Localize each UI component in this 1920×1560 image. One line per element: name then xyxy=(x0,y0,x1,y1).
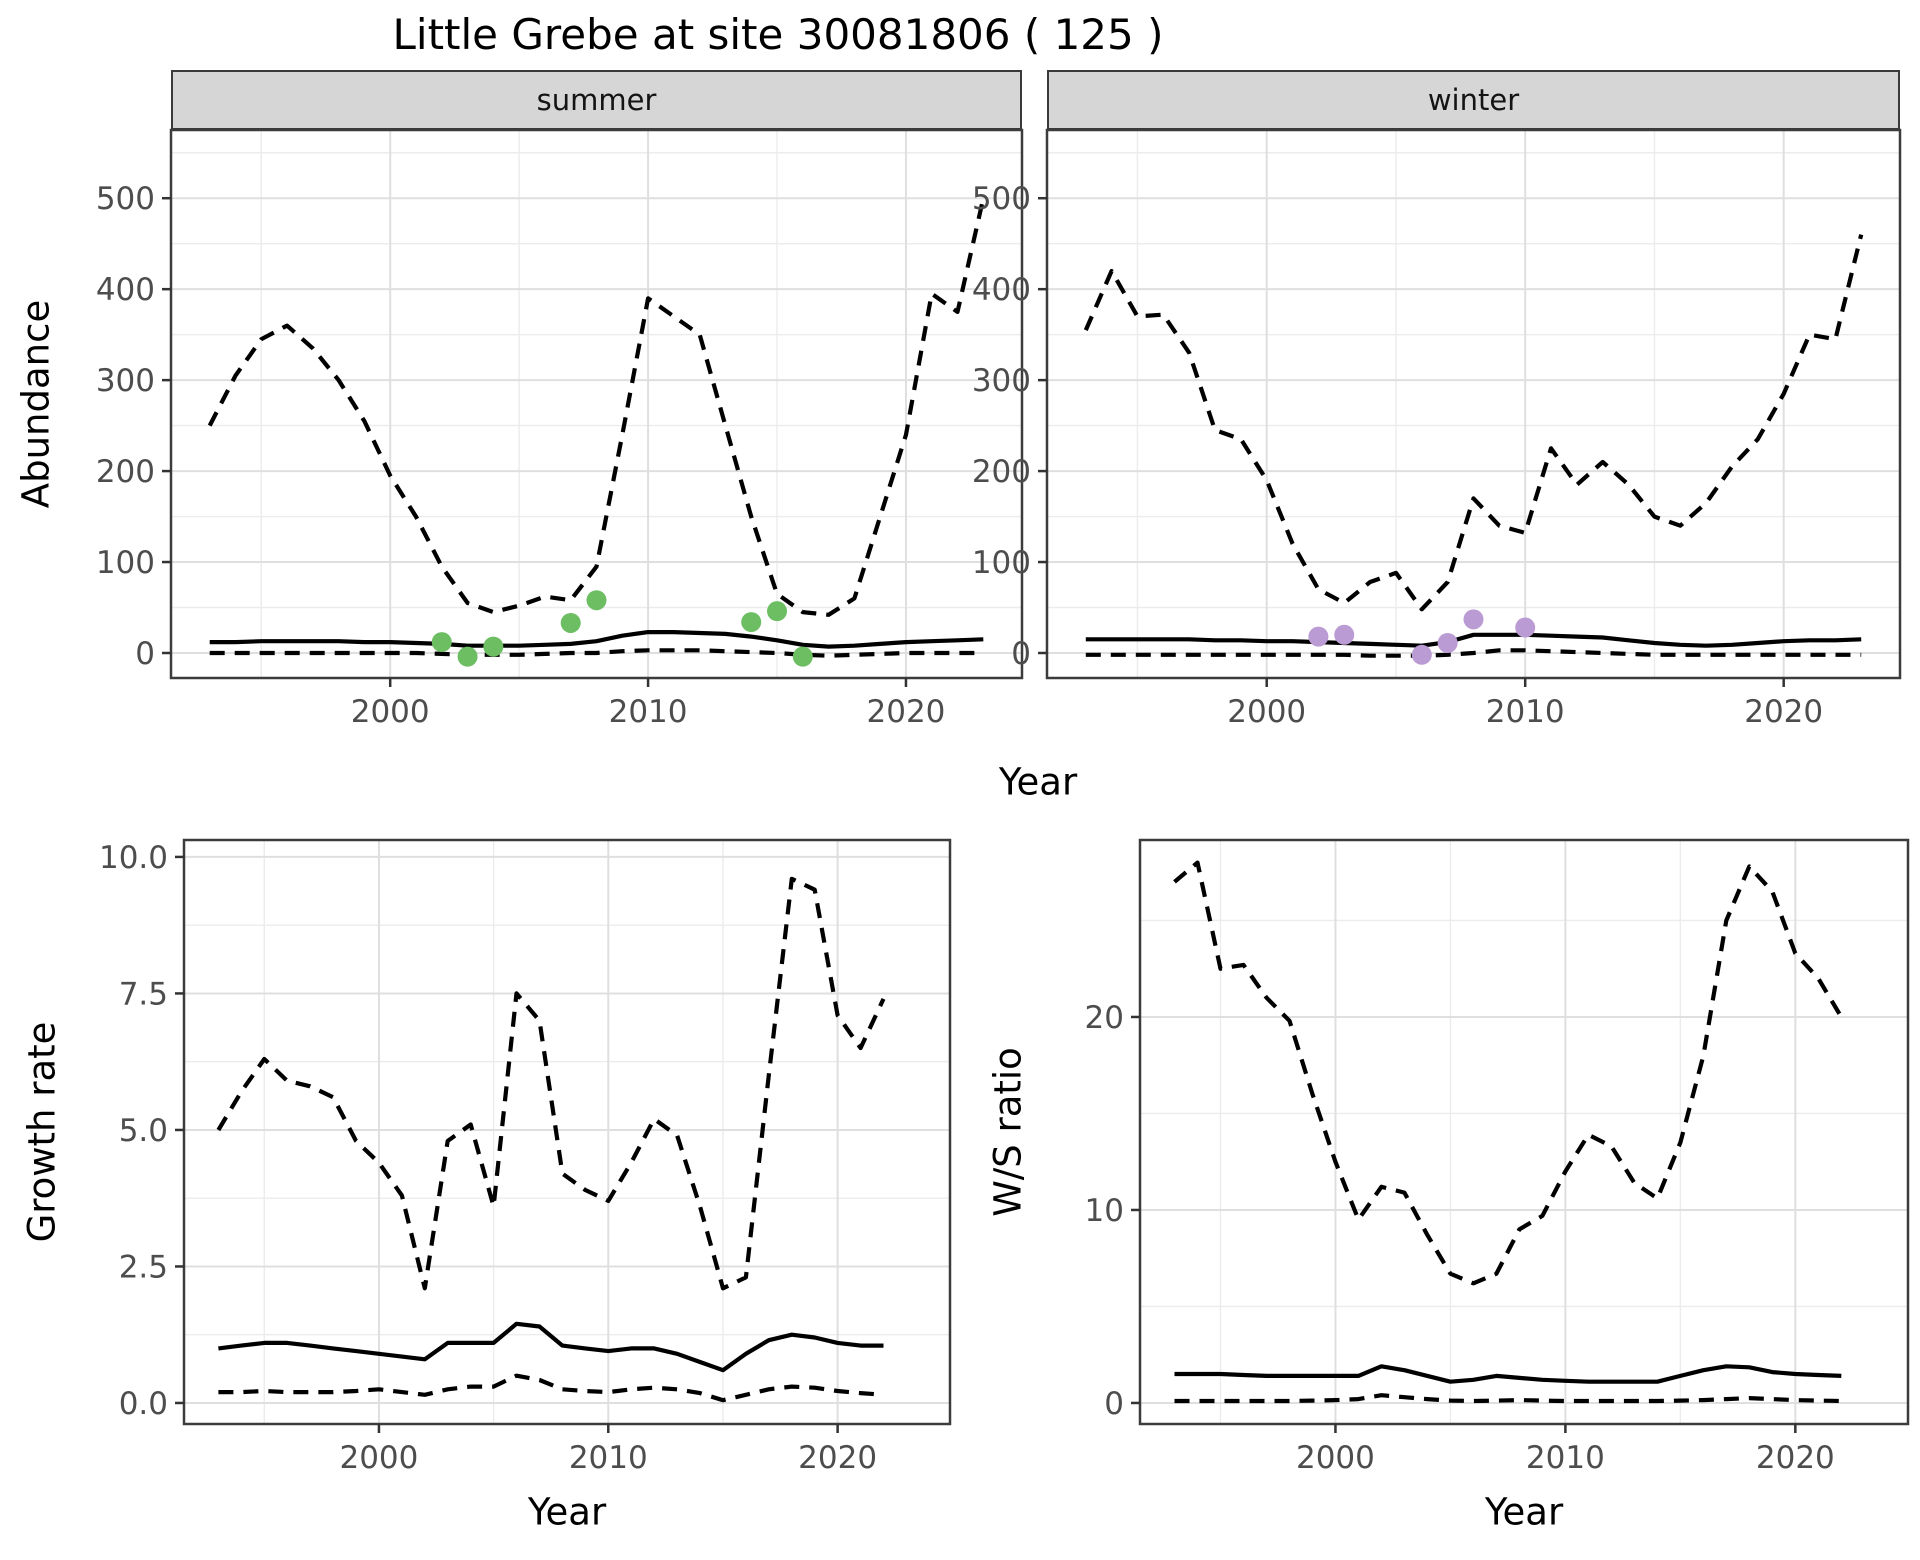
x-tick-label: 2010 xyxy=(569,1440,648,1476)
facet-strip-summer: summer xyxy=(171,70,1022,130)
panel-growth_rate: 2000 2010 2020 0.0 2.5 5.0 7.5 10.0 xyxy=(99,838,952,1476)
y-tick-label: 0 xyxy=(1011,636,1031,672)
abundance_winter-median-line xyxy=(1085,632,1862,648)
abundance_winter-background xyxy=(1047,130,1900,678)
x-axis-label-year-bottom-right: Year xyxy=(1484,1490,1564,1534)
panel-abundance_winter: 2000 2010 2020 0 100 200 300 400 500 xyxy=(972,128,1902,730)
ws_ratio-background xyxy=(1140,840,1908,1424)
abundance_summer-upper-line xyxy=(207,197,986,617)
y-tick-label: 500 xyxy=(96,181,155,217)
abundance_winter-observation-point xyxy=(1437,632,1458,653)
abundance_summer-observation-point xyxy=(767,601,788,622)
ws_ratio-median-line xyxy=(1174,1364,1842,1384)
abundance_winter-observation-point xyxy=(1463,609,1484,630)
abundance_summer-median-line xyxy=(209,629,984,649)
y-tick-label: 500 xyxy=(972,181,1031,217)
y-tick-label: 400 xyxy=(96,272,155,308)
y-tick-label: 5.0 xyxy=(119,1113,168,1149)
y-tick-label: 0 xyxy=(135,636,155,672)
abundance_winter-observation-point xyxy=(1308,626,1329,647)
y-tick-label: 300 xyxy=(96,363,155,399)
abundance_summer-background xyxy=(171,130,1022,678)
facet-strip-winter-label: winter xyxy=(1427,83,1520,117)
y-tick-label: 100 xyxy=(96,545,155,581)
x-tick-label: 2020 xyxy=(798,1440,877,1476)
growth_rate-median-line xyxy=(218,1321,884,1373)
abundance_winter-lower-line xyxy=(1085,648,1862,658)
abundance_summer-observation-point xyxy=(741,612,762,633)
growth_rate-lower-line xyxy=(218,1373,884,1403)
x-tick-label: 2020 xyxy=(1744,694,1823,730)
x-tick-label: 2000 xyxy=(1227,694,1306,730)
growth_rate-border xyxy=(182,838,952,1426)
x-tick-label: 2000 xyxy=(1296,1440,1375,1476)
abundance_summer-observation-point xyxy=(431,632,452,653)
abundance_summer-observation-point xyxy=(560,612,581,633)
y-tick-label: 0.0 xyxy=(119,1386,168,1422)
panel-ws_ratio: 2000 2010 2020 0 10 20 xyxy=(1085,838,1910,1476)
y-tick-label: 300 xyxy=(972,363,1031,399)
abundance_winter-border xyxy=(1045,128,1902,680)
abundance_winter-observation-point xyxy=(1515,617,1536,638)
y-tick-label: 400 xyxy=(972,272,1031,308)
facet-strip-winter: winter xyxy=(1047,70,1900,130)
ws_ratio-border xyxy=(1138,838,1910,1426)
x-tick-label: 2020 xyxy=(1756,1440,1835,1476)
y-tick-label: 200 xyxy=(972,454,1031,490)
ws_ratio-upper-line xyxy=(1173,860,1844,1286)
panel-abundance_summer: 2000 2010 2020 0 100 200 300 400 500 xyxy=(96,128,1024,730)
ws_ratio-lower-line xyxy=(1174,1393,1842,1404)
y-tick-label: 100 xyxy=(972,545,1031,581)
x-axis-label-year-top: Year xyxy=(998,760,1078,804)
x-tick-label: 2000 xyxy=(339,1440,418,1476)
x-tick-label: 2010 xyxy=(1486,694,1565,730)
y-tick-label: 200 xyxy=(96,454,155,490)
x-axis-label-year-bottom-left: Year xyxy=(527,1490,607,1534)
abundance_winter-upper-line xyxy=(1083,234,1864,612)
growth_rate-background xyxy=(184,840,950,1424)
y-tick-label: 20 xyxy=(1085,1000,1124,1036)
y-tick-label: 2.5 xyxy=(119,1249,168,1285)
abundance_summer-observation-point xyxy=(457,646,478,667)
abundance_summer-border xyxy=(169,128,1024,680)
x-tick-label: 2020 xyxy=(867,694,946,730)
abundance_summer-observation-point xyxy=(586,590,607,611)
x-tick-label: 2010 xyxy=(609,694,688,730)
abundance_summer-observation-point xyxy=(483,636,504,657)
y-tick-label: 10.0 xyxy=(99,840,168,876)
abundance_winter-observation-point xyxy=(1411,644,1432,665)
x-tick-label: 2010 xyxy=(1526,1440,1605,1476)
y-tick-label: 7.5 xyxy=(119,976,168,1012)
x-tick-label: 2000 xyxy=(351,694,430,730)
y-tick-label: 0 xyxy=(1104,1386,1124,1422)
abundance_summer-lower-line xyxy=(209,648,984,658)
facet-strip-summer-label: summer xyxy=(536,83,657,117)
growth_rate-upper-line xyxy=(216,876,886,1291)
abundance_winter-observation-point xyxy=(1334,624,1355,645)
abundance_summer-observation-point xyxy=(792,646,813,667)
y-tick-label: 10 xyxy=(1085,1193,1124,1229)
chart-title: Little Grebe at site 30081806 ( 125 ) xyxy=(392,10,1164,59)
